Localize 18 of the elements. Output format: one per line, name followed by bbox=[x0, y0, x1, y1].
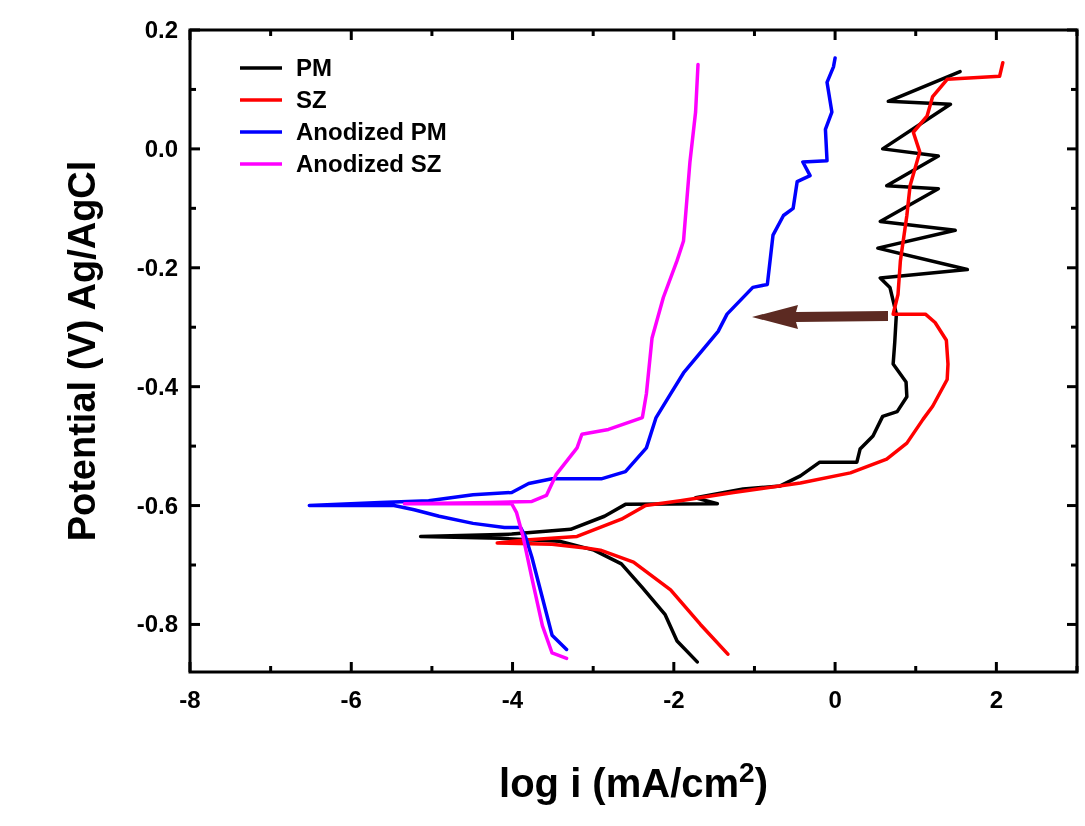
y-axis-title: Potential (V) Ag/AgCl bbox=[61, 160, 103, 542]
x-tick-label: -2 bbox=[663, 686, 685, 713]
y-tick-label: 0.2 bbox=[144, 16, 178, 43]
x-tick-label: -6 bbox=[340, 686, 362, 713]
legend-label: SZ bbox=[296, 86, 327, 113]
x-tick-label: -4 bbox=[501, 686, 524, 713]
y-tick-label: -0.2 bbox=[136, 253, 178, 281]
y-tick-label: 0.0 bbox=[144, 134, 178, 162]
legend-label: Anodized SZ bbox=[296, 150, 442, 177]
x-tick-label: 0 bbox=[828, 686, 842, 713]
x-tick-label: -8 bbox=[179, 686, 201, 713]
y-tick-label: -0.6 bbox=[136, 491, 178, 519]
y-tick-label: -0.4 bbox=[136, 372, 179, 400]
legend-label: Anodized PM bbox=[296, 118, 447, 145]
y-tick-label: -0.8 bbox=[136, 610, 178, 638]
x-tick-label: 2 bbox=[989, 686, 1004, 713]
legend-label: PM bbox=[296, 54, 332, 81]
x-axis-title: log i (mA/cm$^{2}$) bbox=[499, 756, 768, 805]
